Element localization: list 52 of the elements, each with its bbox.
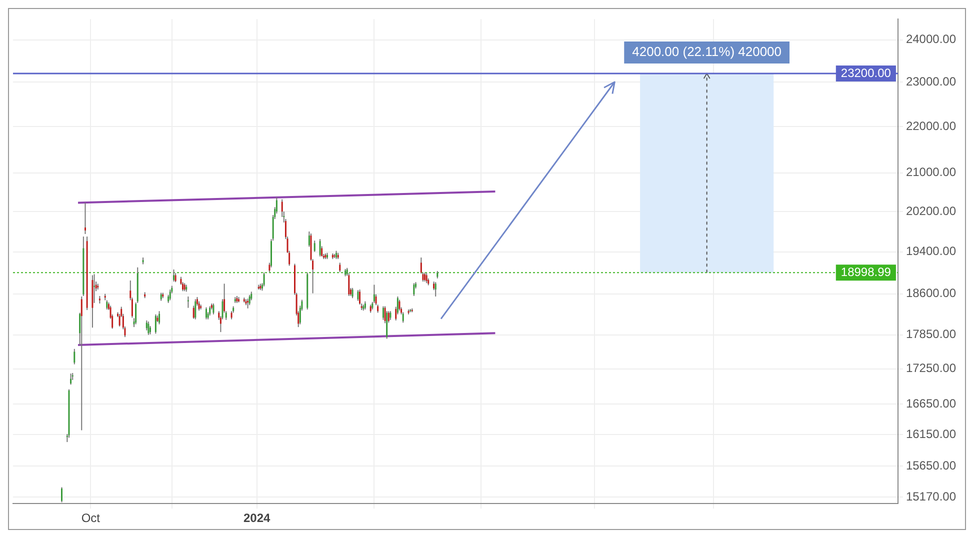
- candlestick: [198, 300, 200, 312]
- band-label: 4200.00 (22.11%) 420000: [632, 44, 782, 60]
- candlestick: [212, 303, 214, 315]
- y-tick-label: 23000.00: [906, 74, 956, 88]
- candlestick: [194, 298, 196, 320]
- candlestick: [148, 321, 150, 336]
- candlestick: [314, 240, 316, 252]
- candlestick: [248, 294, 250, 306]
- candlestick: [263, 272, 265, 287]
- candlestick: [106, 300, 108, 310]
- candlestick: [61, 486, 63, 503]
- candlestick: [172, 268, 174, 282]
- y-tick-label: 24000.00: [906, 32, 956, 46]
- y-tick-label: 19400.00: [906, 244, 956, 258]
- candlestick: [352, 287, 354, 299]
- candlestick: [398, 299, 400, 312]
- y-tick-label: 21000.00: [906, 165, 956, 180]
- candlestick: [319, 238, 321, 257]
- candlestick: [339, 262, 341, 273]
- candlestick: [146, 320, 148, 331]
- candlestick: [209, 306, 211, 316]
- ref-line-label: 23200.00: [840, 66, 892, 80]
- candlestick: [169, 289, 171, 301]
- candlestick: [154, 314, 156, 334]
- candlestick: [187, 296, 189, 308]
- y-tick-label: 15170.00: [906, 489, 956, 504]
- y-tick-label: 17250.00: [906, 361, 956, 376]
- candlestick: [70, 373, 72, 386]
- candlestick: [382, 306, 384, 320]
- candlestick: [238, 296, 240, 303]
- candlestick: [434, 282, 436, 298]
- y-tick-label: 18600.00: [906, 286, 956, 300]
- candlestick: [158, 310, 160, 325]
- candlestick: [426, 272, 428, 284]
- ref-line-label: 18998.99: [840, 264, 892, 279]
- candlestick: [205, 306, 207, 320]
- candlestick: [150, 325, 152, 335]
- candlestick: [84, 202, 86, 235]
- candlestick: [80, 296, 82, 431]
- x-tick-label: Oct: [81, 511, 101, 526]
- y-tick-label: 22000.00: [906, 118, 956, 133]
- candlestick: [357, 290, 359, 302]
- y-tick-label: 15650.00: [906, 458, 956, 472]
- candlestick: [74, 348, 76, 365]
- y-tick-label: 20200.00: [906, 204, 956, 218]
- candlestick: [247, 298, 249, 309]
- y-tick-label: 16150.00: [906, 426, 956, 441]
- y-tick-label: 17850.00: [906, 327, 956, 342]
- candlestick: [402, 312, 404, 324]
- x-tick-label: 2024: [243, 511, 270, 526]
- candlestick: [413, 282, 415, 296]
- y-tick-label: 16650.00: [906, 396, 956, 411]
